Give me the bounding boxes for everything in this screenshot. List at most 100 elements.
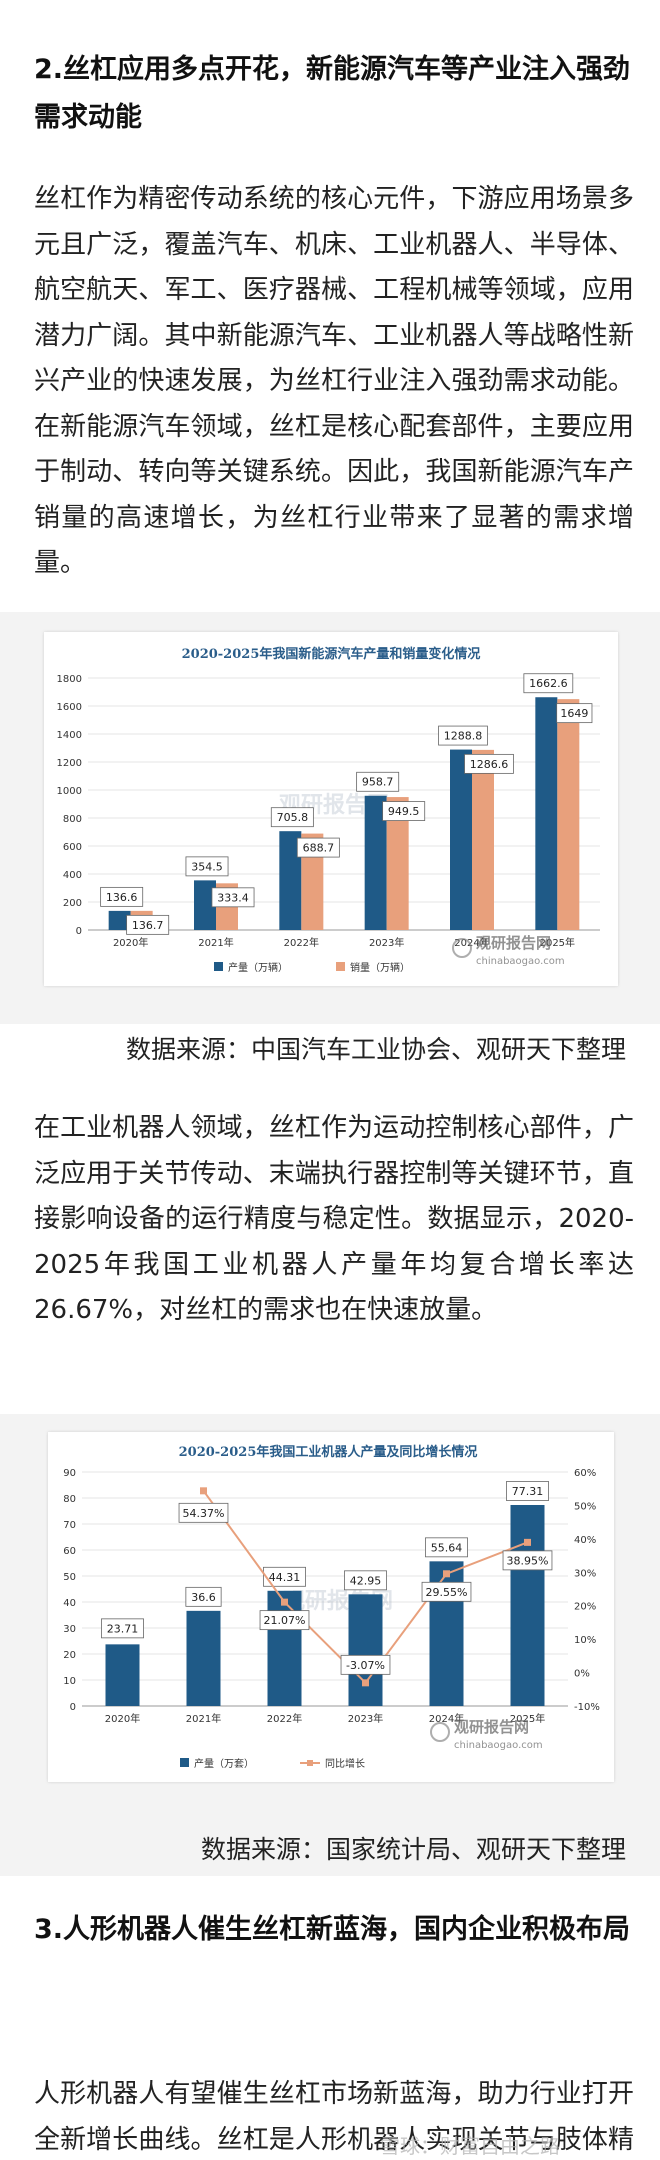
chart-1-ytick-label: 800: [63, 814, 82, 825]
chart-2-data-label-production-box: [263, 1566, 306, 1587]
chart-1-xtick-label: 2021年: [198, 936, 233, 949]
chart-2-xtick-label: 2021年: [186, 1712, 221, 1725]
chart-1-bar-sales: [301, 833, 324, 930]
chart-2-data-label-production: 44.31: [269, 1571, 301, 1584]
chart-1-data-label-sales: 688.7: [303, 842, 335, 855]
chart-1-data-label-production: 1288.8: [444, 730, 483, 743]
chart-1-watermark-url: chinabaogao.com: [476, 956, 565, 967]
chart-2-data-label-growth: 54.37%: [183, 1507, 225, 1520]
chart-1-data-label-sales-box: [556, 703, 593, 724]
chart-1-legend-label-production: 产量（万辆）: [228, 961, 288, 974]
chart-1-data-label-production-box: [270, 807, 314, 828]
chart-2-ytick-label: 0: [70, 1702, 76, 1713]
chart-2-data-label-growth: -3.07%: [346, 1659, 385, 1672]
chart-1-ytick-label: 1200: [57, 758, 82, 769]
chart-1-data-label-sales-box: [296, 837, 340, 858]
chart-2-xtick-label: 2024年: [429, 1712, 464, 1725]
chart-2-ytick-label: 40: [63, 1598, 76, 1609]
chart-1-data-label-sales-box: [464, 753, 514, 774]
chart-1-ytick-label: 200: [63, 898, 82, 909]
chart-2-watermark-logo-icon: [430, 1722, 450, 1742]
chart-1-watermark-brand: 观研报告网: [476, 934, 551, 952]
chart-1-xtick-label: 2022年: [284, 936, 319, 949]
chart-1-data-label-sales-box: [126, 914, 170, 935]
chart-1-ytick-label: 1400: [57, 730, 82, 741]
chart-2-source: 数据来源：国家统计局、观研天下整理: [200, 1835, 626, 1864]
chart-1-xtick-label: 2023年: [369, 936, 404, 949]
chart-1-data-label-sales: 949.5: [388, 805, 420, 818]
chart-2-ytick-label: 90: [63, 1468, 76, 1479]
chart-1-xtick-label: 2025年: [540, 936, 575, 949]
chart-2-ytick-label: 60: [63, 1546, 76, 1557]
chart-1-bar-sales: [557, 699, 580, 930]
chart-2-data-label-growth-box: [421, 1581, 472, 1602]
chart-1-data-label-production: 354.5: [191, 860, 223, 873]
chart-2-legend-label-production: 产量（万套）: [194, 1757, 254, 1770]
chart-1-data-label-sales-box: [382, 801, 426, 821]
chart-1-ytick-label: 600: [63, 842, 82, 853]
chart-2-bar-production: [186, 1610, 221, 1706]
chart-2-data-label-production: 55.64: [431, 1541, 463, 1554]
chart-2-data-label-growth: 21.07%: [264, 1614, 306, 1627]
chart-1-ytick-label: 0: [76, 926, 82, 937]
chart-2-y2tick-label: 50%: [574, 1501, 596, 1512]
chart-1-data-label-sales: 136.7: [132, 919, 164, 932]
chart-2-y2tick-label: 0%: [574, 1669, 590, 1680]
chart-1-source: 数据来源：中国汽车工业协会、观研天下整理: [125, 1035, 626, 1064]
chart-2-svg: 2020-2025年我国工业机器人产量及同比增长情况 0 10 20 30 40 50 60 7…: [63, 1444, 600, 1770]
chart-1-data-label-sales: 1286.6: [470, 758, 509, 771]
chart-2-xtick-label: 2023年: [348, 1712, 383, 1725]
chart-1-xtick-label: 2020年: [113, 936, 148, 949]
chart-2-watermark-brand: 观研报告网: [454, 1718, 529, 1736]
chart-1-data-label-sales: 1649: [560, 707, 588, 720]
chart-2-data-label-production-box: [506, 1481, 549, 1501]
chart-2-data-label-growth: 29.55%: [426, 1586, 468, 1599]
chart-1-bar-production: [535, 697, 558, 930]
chart-2-bar-production: [348, 1594, 383, 1706]
chart-2-data-label-production-box: [425, 1537, 468, 1558]
chart-1-ytick-label: 400: [63, 870, 82, 881]
chart-1-data-label-production-box: [185, 856, 229, 877]
section-3-heading: 3.人形机器人催生丝杠新蓝海，国内企业积极布局: [34, 1914, 631, 1945]
chart-2-data-label-growth: 38.95%: [507, 1554, 549, 1567]
chart-1-data-label-sales-box: [211, 887, 255, 908]
chart-1-card: 2020-2025年我国新能源汽车产量和销量变化情况 0 200 400 600 800 1…: [44, 632, 618, 986]
chart-2-data-label-production: 23.71: [107, 1622, 139, 1635]
chart-1-ytick-label: 1600: [57, 702, 82, 713]
chart-2-y2tick-label: 60%: [574, 1468, 596, 1479]
chart-2-legend-marker-growth: [307, 1760, 313, 1766]
chart-2-growth-marker: [281, 1598, 288, 1606]
chart-2-watermark-url: chinabaogao.com: [454, 1740, 543, 1751]
chart-1-title: 2020-2025年我国新能源汽车产量和销量变化情况: [182, 646, 481, 662]
paragraph-robot: 在工业机器人领域，丝杠作为运动控制核心部件，广泛应用于关节传动、末端执行器控制等…: [34, 1113, 634, 1325]
chart-2-data-label-growth-box: [340, 1654, 391, 1675]
chart-2-data-label-growth-box: [178, 1502, 229, 1523]
chart-2-data-label-growth-box: [502, 1550, 553, 1571]
chart-1-bar-production: [108, 910, 131, 930]
chart-1-legend-label-sales: 销量（万辆）: [350, 961, 410, 974]
chart-2-ytick-label: 50: [63, 1572, 76, 1583]
chart-2-bar-production: [105, 1644, 140, 1706]
chart-1-data-label-production: 958.7: [362, 776, 394, 789]
chart-1-bar-production: [364, 795, 387, 930]
chart-2-data-label-production-box: [101, 1618, 144, 1639]
chart-1-watermark-logo-icon: [452, 938, 472, 958]
chart-2-bar-production: [510, 1504, 545, 1706]
chart-1-data-label-production: 1662.6: [529, 677, 568, 690]
chart-1-data-label-production-box: [438, 725, 488, 746]
chart-2-y2tick-label: 40%: [574, 1535, 596, 1546]
chart-1-bar-production: [450, 749, 472, 930]
chart-2-ytick-label: 70: [63, 1520, 76, 1531]
chart-1-bar-sales: [386, 797, 409, 930]
chart-1-bar-production: [194, 880, 216, 930]
section-2-heading: 2.丝杠应用多点开花，新能源汽车等产业注入强劲需求动能: [34, 54, 631, 133]
chart-2-growth-marker: [200, 1487, 207, 1495]
chart-2-data-label-production: 77.31: [512, 1485, 544, 1498]
chart-1-data-label-production-box: [523, 673, 574, 694]
chart-2-growth-marker: [443, 1570, 450, 1578]
chart-1-legend-swatch-production: [214, 962, 223, 971]
chart-2-data-label-production: 36.6: [191, 1591, 216, 1604]
section-2-paragraph: 丝杠作为精密传动系统的核心元件，下游应用场景多元且广泛，覆盖汽车、机床、工业机器…: [34, 184, 634, 578]
chart-2-growth-marker: [524, 1538, 531, 1546]
